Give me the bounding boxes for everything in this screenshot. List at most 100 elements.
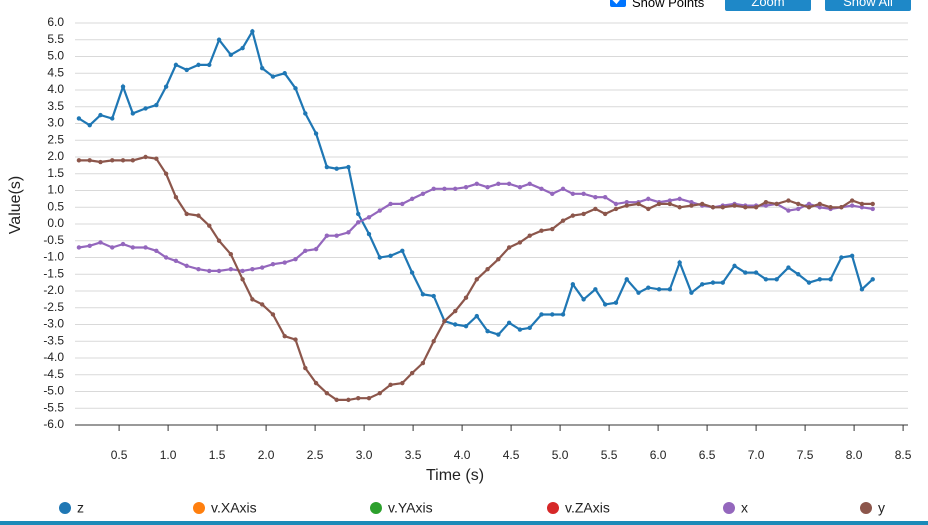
data-point (377, 208, 382, 213)
data-point (442, 318, 447, 324)
data-point (388, 382, 393, 387)
data-point (228, 267, 234, 272)
data-point (539, 228, 544, 233)
data-point (828, 205, 833, 210)
legend-label: x (741, 500, 748, 516)
data-point (453, 308, 458, 314)
data-point (293, 256, 298, 262)
data-point (250, 29, 255, 34)
data-point (602, 211, 608, 217)
data-point (796, 206, 801, 212)
data-point (420, 292, 426, 297)
data-point (870, 277, 875, 282)
data-point (366, 215, 372, 220)
x-tick-label: 6.0 (650, 448, 667, 462)
data-point (207, 62, 212, 68)
data-point (303, 248, 308, 253)
data-point (216, 37, 222, 42)
data-point (346, 164, 351, 170)
data-point (143, 106, 148, 111)
x-tick-label: 2.0 (258, 448, 275, 462)
data-point (250, 267, 255, 272)
y-tick-label: 2.5 (47, 132, 64, 146)
data-point (550, 226, 555, 232)
data-point (570, 213, 576, 218)
data-point (334, 233, 339, 238)
data-point (207, 223, 212, 228)
data-point (240, 45, 245, 51)
data-point (570, 191, 576, 197)
data-point (689, 203, 694, 208)
data-point (496, 181, 501, 186)
data-point (173, 62, 179, 68)
legend-label: v.XAxis (211, 500, 257, 516)
data-point (184, 67, 189, 73)
x-tick-label: 8.0 (846, 448, 863, 462)
data-point (76, 158, 82, 163)
y-tick-label: -1.5 (43, 266, 64, 280)
y-axis-title: Value(s) (7, 176, 24, 234)
data-point (859, 287, 865, 292)
bottom-bar (0, 521, 928, 525)
data-point (453, 186, 458, 192)
data-point (517, 184, 523, 190)
data-point (196, 267, 201, 272)
data-point (259, 66, 265, 71)
data-point (259, 265, 265, 270)
data-point (98, 240, 103, 245)
data-point (463, 323, 469, 329)
data-point (763, 203, 769, 208)
data-point (76, 116, 82, 121)
data-point (303, 111, 308, 116)
y-tick-label: 4.5 (47, 65, 64, 79)
data-point (667, 201, 673, 207)
data-point (817, 205, 822, 210)
show-all-button[interactable]: Show All (825, 0, 911, 11)
data-point (87, 122, 92, 128)
data-point (474, 313, 479, 319)
legend-marker (59, 502, 71, 514)
data-point (817, 201, 822, 207)
data-point (496, 256, 501, 262)
y-tick-label: 5.0 (47, 49, 64, 63)
data-point (388, 253, 393, 259)
data-point (130, 111, 136, 116)
data-point (313, 380, 319, 386)
data-point (110, 116, 115, 121)
data-point (293, 86, 298, 91)
data-point (270, 312, 276, 317)
data-point (282, 71, 287, 76)
data-point (293, 337, 298, 342)
x-tick-label: 6.5 (699, 448, 716, 462)
data-point (216, 268, 222, 274)
data-point (313, 246, 319, 252)
data-point (431, 293, 436, 299)
data-point (485, 267, 490, 272)
data-point (677, 205, 682, 210)
data-point (154, 156, 159, 161)
data-point (400, 248, 405, 253)
data-point (720, 205, 725, 210)
data-point (720, 280, 725, 285)
data-point (216, 238, 222, 243)
x-tick-label: 3.5 (405, 448, 422, 462)
zoom-button[interactable]: Zoom (725, 0, 811, 11)
legend-marker (193, 502, 205, 514)
data-point (87, 243, 92, 248)
show-points-checkbox[interactable] (610, 0, 626, 7)
x-tick-label: 7.5 (797, 448, 814, 462)
data-point (613, 206, 619, 212)
data-point (377, 255, 382, 260)
data-point (849, 203, 855, 208)
data-point (496, 332, 501, 337)
data-point (143, 154, 148, 160)
x-tick-label: 1.0 (160, 448, 177, 462)
data-point (817, 277, 822, 282)
data-point (763, 277, 769, 282)
data-point (98, 159, 103, 165)
data-point (700, 282, 705, 287)
data-point (228, 251, 234, 257)
data-point (646, 206, 651, 212)
